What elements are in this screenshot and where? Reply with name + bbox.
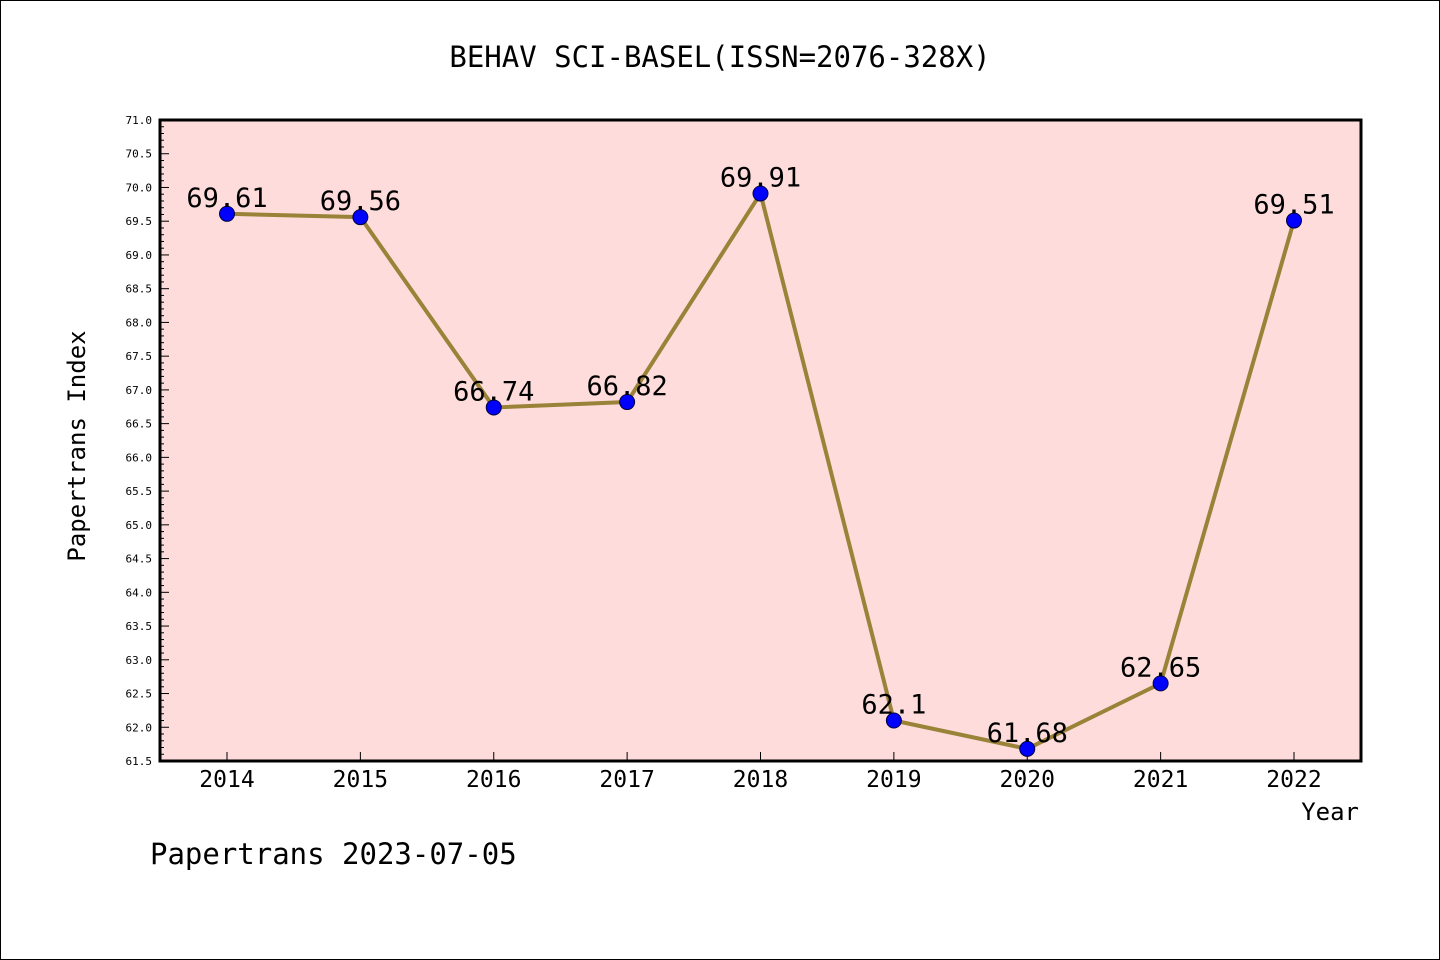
y-tick-label: 70.0 [126, 181, 153, 194]
y-tick-label: 70.5 [126, 148, 153, 161]
x-tick-label: 2019 [866, 767, 921, 793]
y-tick-label: 65.5 [126, 485, 153, 498]
y-tick-label: 69.0 [126, 249, 153, 262]
x-tick-label: 2014 [199, 767, 254, 793]
x-tick-label: 2021 [1133, 767, 1188, 793]
x-tick-label: 2018 [733, 767, 788, 793]
series-layer: 69.61 69.56 66.74 66.82 69.91 62.1 61.68 62.65 6… [186, 163, 1335, 757]
y-tick-label: 66.5 [126, 418, 153, 431]
data-value-label: 69.56 [320, 186, 401, 217]
y-tick-label: 63.5 [126, 620, 153, 633]
data-point-marker [619, 394, 636, 411]
x-tick-label: 2016 [466, 767, 521, 793]
y-tick-label: 62.0 [126, 721, 153, 734]
x-tick-label: 2017 [599, 767, 654, 793]
data-point-marker [219, 205, 235, 222]
data-point-marker [752, 185, 769, 202]
y-tick-label: 62.5 [126, 688, 153, 701]
data-point-marker [352, 209, 369, 226]
x-tick-label: 2022 [1266, 767, 1321, 793]
y-tick-label: 63.0 [126, 654, 153, 667]
data-point-marker [885, 712, 902, 729]
y-axis: 61.5 62.0 62.5 63.0 63.5 64.0 64.5 65.0 65.5 66.0… [126, 114, 169, 768]
data-value-label: 62.65 [1120, 652, 1201, 683]
y-tick-label: 67.0 [126, 384, 153, 397]
data-point-marker [1019, 740, 1036, 757]
x-axis-label: Year [1301, 798, 1359, 826]
y-tick-label: 64.5 [126, 553, 153, 566]
y-tick-label: 68.0 [126, 316, 153, 329]
data-value-label: 69.61 [186, 183, 267, 214]
data-value-label: 61.68 [987, 718, 1068, 749]
footer-date-stamp: Papertrans 2023-07-05 [150, 837, 517, 871]
data-value-label: 69.51 [1253, 190, 1334, 221]
data-point-marker [485, 399, 502, 416]
y-tick-label: 71.0 [126, 114, 153, 127]
data-value-label: 66.82 [586, 371, 667, 402]
y-tick-label: 69.5 [126, 215, 153, 228]
data-value-label: 69.91 [720, 163, 801, 194]
data-point-marker [1152, 675, 1169, 692]
data-point-marker [1286, 212, 1302, 229]
data-value-label: 62.1 [861, 690, 926, 721]
x-tick-label: 2020 [1000, 767, 1055, 793]
chart-title: BEHAV SCI-BASEL(ISSN=2076-328X) [449, 40, 990, 74]
y-tick-label: 67.5 [126, 350, 153, 363]
y-axis-label: Papertrans Index [63, 330, 91, 561]
y-tick-label: 61.5 [126, 755, 153, 768]
plot-area [158, 118, 1363, 763]
x-tick-label: 2015 [333, 767, 388, 793]
y-tick-label: 66.0 [126, 451, 153, 464]
y-tick-label: 65.0 [126, 519, 153, 532]
data-value-label: 66.74 [453, 376, 534, 407]
y-tick-label: 68.5 [126, 283, 153, 296]
y-tick-label: 64.0 [126, 586, 153, 599]
x-axis: 2014 2015 2016 2017 2018 2019 2020 2021 2022 [199, 752, 1322, 793]
